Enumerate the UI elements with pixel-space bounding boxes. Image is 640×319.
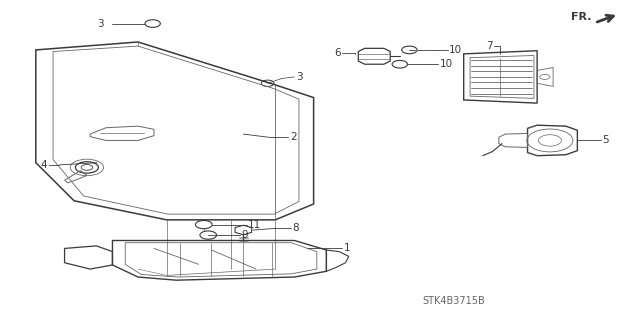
Text: 11: 11	[248, 219, 261, 230]
Text: STK4B3715B: STK4B3715B	[422, 296, 485, 306]
Text: 9: 9	[241, 230, 248, 240]
Text: 6: 6	[335, 48, 341, 58]
Text: 10: 10	[449, 45, 462, 55]
Text: FR.: FR.	[571, 11, 591, 22]
Text: 1: 1	[344, 243, 350, 253]
Text: 8: 8	[292, 223, 299, 234]
Text: 4: 4	[41, 160, 47, 170]
Text: 3: 3	[97, 19, 104, 29]
Text: 10: 10	[440, 59, 452, 69]
Text: 5: 5	[602, 136, 609, 145]
Text: 3: 3	[296, 72, 302, 82]
Text: 2: 2	[290, 132, 296, 142]
Text: 7: 7	[486, 41, 493, 51]
